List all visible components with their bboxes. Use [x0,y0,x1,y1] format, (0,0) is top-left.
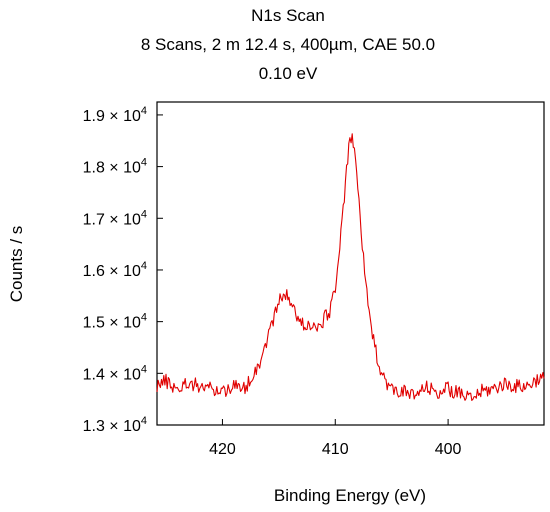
y-tick-label: 1.6 × 104 [83,260,147,280]
y-axis-label: Counts / s [7,226,26,303]
y-axis: 1.3 × 104 1.4 × 104 1.5 × 104 1.6 × 104 1.7 … [83,105,163,435]
x-tick-label: 410 [322,441,349,458]
y-tick-label: 1.4 × 104 [83,363,147,383]
plot-area-border [156,101,545,426]
y-tick-label: 1.9 × 104 [83,105,147,125]
chart-title-line-2: 8 Scans, 2 m 12.4 s, 400µm, CAE 50.0 [141,35,435,54]
x-tick-label: 400 [435,441,462,458]
x-axis: 420 410 400 [209,419,462,458]
y-tick-label: 1.7 × 104 [83,208,147,228]
x-tick-label: 420 [209,441,236,458]
chart-title-line-1: N1s Scan [251,6,325,25]
chart-title: N1s Scan 8 Scans, 2 m 12.4 s, 400µm, CAE… [141,6,435,83]
y-tick-label: 1.5 × 104 [83,312,147,332]
y-tick-label: 1.8 × 104 [83,157,147,177]
chart-title-line-3: 0.10 eV [259,64,318,83]
series-line [156,133,545,401]
x-axis-label: Binding Energy (eV) [274,486,426,505]
y-tick-label: 1.3 × 104 [83,415,147,435]
series-layer [156,133,545,401]
